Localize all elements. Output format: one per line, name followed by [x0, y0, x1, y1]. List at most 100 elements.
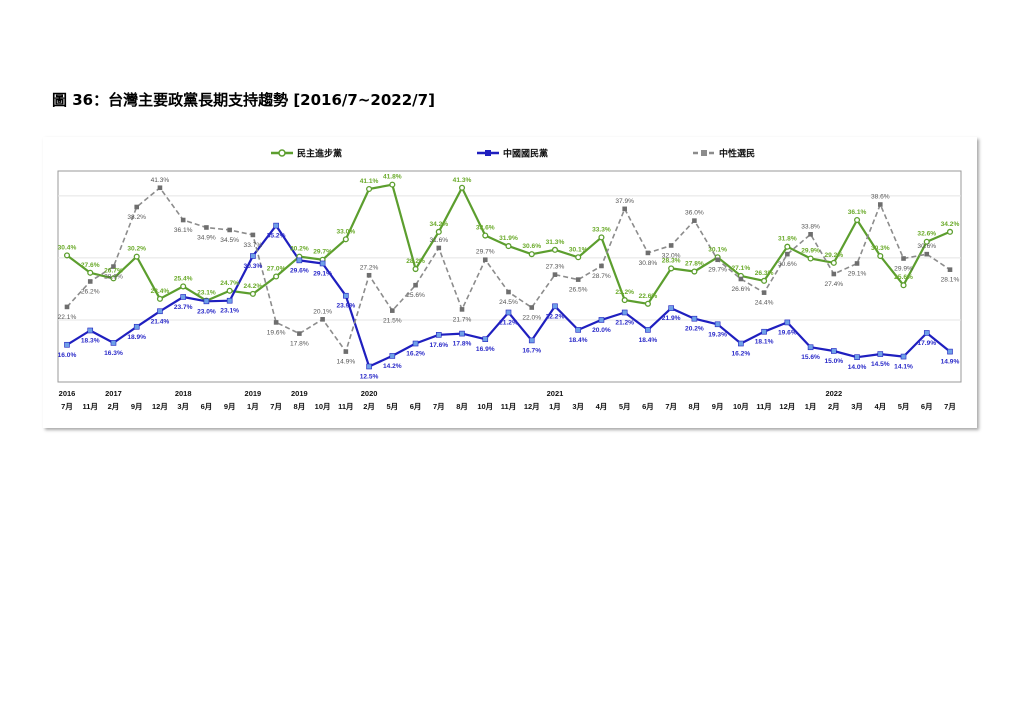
data-label: 29.9% [801, 248, 820, 255]
month-tick-label: 5月 [619, 402, 631, 411]
data-label: 16.9% [476, 346, 495, 353]
data-label: 23.4% [151, 288, 170, 295]
data-label: 26.6% [732, 286, 751, 293]
data-label: 34.2% [429, 221, 448, 228]
data-label: 19.3% [708, 331, 727, 338]
data-point [644, 300, 651, 307]
data-label: 24.4% [755, 300, 774, 307]
data-point [807, 344, 814, 351]
data-label: 38.6% [871, 194, 890, 201]
month-tick-label: 8月 [689, 402, 701, 411]
data-label: 30.3% [871, 245, 890, 252]
data-point [785, 251, 790, 257]
data-label: 38.2% [127, 214, 146, 221]
data-point [226, 297, 233, 304]
data-point [598, 317, 605, 323]
data-label: 28.7% [592, 273, 611, 280]
year-tick-label: 2019 [291, 389, 308, 398]
data-label: 29.7% [476, 249, 495, 256]
month-tick-label: 12月 [779, 402, 795, 411]
data-point [575, 254, 582, 261]
data-label: 29.6% [290, 267, 309, 274]
data-label: 24.5% [499, 299, 518, 306]
data-point [506, 289, 511, 295]
data-point [924, 251, 930, 257]
data-point [854, 354, 860, 360]
month-tick-label: 4月 [596, 402, 608, 411]
year-tick-label: 2022 [825, 389, 842, 398]
data-label: 12.5% [360, 373, 379, 380]
month-tick-label: 6月 [642, 402, 654, 411]
year-tick-label: 2019 [245, 389, 262, 398]
data-label: 27.0% [267, 266, 286, 273]
data-point [250, 232, 256, 238]
data-point [413, 282, 418, 288]
data-point [320, 317, 325, 322]
data-label: 25.6% [406, 292, 425, 299]
data-label: 23.2% [615, 289, 634, 296]
data-point [133, 323, 140, 330]
data-label: 34.5% [220, 237, 239, 244]
data-label: 31.3% [546, 239, 565, 246]
data-point [738, 276, 744, 282]
data-point [761, 328, 767, 335]
data-point [645, 250, 651, 256]
data-point [505, 243, 512, 250]
legend-label: 民主進步黨 [297, 148, 342, 159]
data-point [528, 251, 535, 258]
data-label: 28.1% [941, 277, 960, 284]
x-axis: 2016 2017 2018 2019 2019 2020 2021 2022 7月 11月 2月 9… [59, 389, 956, 411]
data-point [808, 232, 813, 237]
data-label: 41.1% [360, 178, 379, 185]
data-point [552, 303, 558, 310]
data-label: 25.4% [174, 275, 193, 282]
legend-swatch-marker [278, 149, 286, 157]
line-chart: 民主進步黨 中國國民黨 中性選民 30.4% 27.6% 26.7% 30.2% 23.4%… [57, 148, 962, 411]
data-label: 27.8% [685, 261, 704, 268]
data-point [459, 330, 465, 337]
data-label: 41.3% [453, 177, 472, 184]
year-tick-label: 2021 [547, 389, 564, 398]
data-point [63, 252, 71, 259]
data-label: 17.6% [429, 342, 448, 349]
data-point [134, 204, 140, 210]
data-point [714, 321, 721, 328]
data-label: 16.2% [732, 351, 751, 358]
month-tick-label: 3月 [177, 402, 189, 411]
data-label: 16.2% [406, 351, 425, 358]
data-label: 27.6% [81, 262, 100, 269]
data-point [366, 272, 372, 278]
data-point [482, 257, 488, 263]
data-point [366, 363, 372, 370]
data-label: 20.1% [313, 308, 332, 315]
month-tick-label: 9月 [131, 402, 143, 411]
month-tick-label: 1月 [549, 402, 561, 411]
data-point [598, 234, 605, 241]
data-point [552, 272, 558, 277]
month-tick-label: 2月 [108, 402, 120, 411]
data-label: 33.0% [336, 228, 355, 235]
data-label: 14.0% [848, 364, 867, 371]
data-point [435, 228, 442, 235]
data-label: 35.2% [267, 233, 286, 240]
data-label: 41.8% [383, 174, 402, 181]
data-label: 37.9% [615, 198, 634, 205]
data-point [900, 353, 907, 360]
data-label: 36.1% [174, 227, 193, 234]
data-point [110, 340, 117, 346]
data-label: 30.3% [244, 263, 263, 270]
data-label: 41.3% [151, 177, 170, 184]
month-tick-label: 10月 [477, 402, 493, 411]
data-point [621, 297, 628, 304]
data-label: 15.0% [824, 358, 843, 365]
data-label: 23.7% [174, 304, 193, 311]
month-tick-label: 6月 [410, 402, 422, 411]
data-point [156, 295, 163, 302]
data-point [761, 277, 768, 284]
data-label: 30.2% [290, 246, 309, 253]
series-markers [63, 181, 954, 370]
data-label: 17.8% [290, 341, 309, 348]
data-label: 20.0% [592, 327, 611, 334]
month-tick-label: 10月 [733, 402, 749, 411]
data-label: 23.1% [220, 308, 239, 315]
